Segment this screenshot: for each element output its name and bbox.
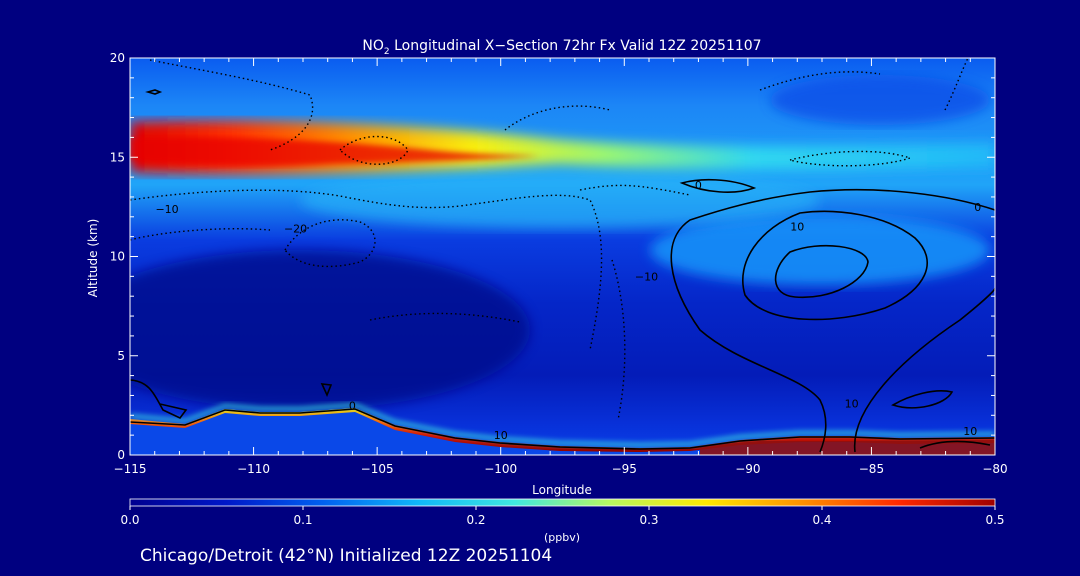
contour-line [149, 59, 314, 151]
y-tick-label: 10 [110, 250, 125, 264]
x-tick-label: −115 [114, 462, 147, 476]
contour-line [338, 135, 409, 165]
contour-line [130, 189, 603, 351]
stratospheric-core [130, 137, 540, 167]
plot-area: −10 −20 −10 0 0 10 10 10 0 10 [130, 58, 995, 455]
contour-label: −20 [284, 223, 307, 236]
contour-line [774, 244, 869, 299]
colorbar-label: (ppbv) [544, 531, 580, 544]
contour-line [679, 178, 757, 193]
contour-line [130, 408, 995, 450]
colorbar-tick-label: 0.5 [985, 513, 1004, 527]
contour-line [611, 259, 626, 421]
contour-label: 0 [349, 399, 356, 412]
colorbar-tick-label: 0.0 [120, 513, 139, 527]
colorbar-tick-label: 0.4 [812, 513, 831, 527]
contour-line [742, 210, 928, 321]
contour-line [891, 390, 954, 409]
contour-line [759, 71, 881, 91]
contour-line [130, 379, 188, 420]
positive-contours [130, 89, 995, 453]
x-tick-label: −100 [484, 462, 517, 476]
contour-label: 10 [963, 425, 977, 438]
x-axis-label: Longitude [532, 483, 592, 497]
x-tick-label: −95 [612, 462, 637, 476]
negative-contours [130, 58, 969, 421]
contour-line [320, 383, 333, 398]
contour-labels: −10 −20 −10 0 0 10 10 10 0 10 [155, 179, 981, 442]
contour-label: 10 [845, 397, 859, 410]
colorbar-tick-label: 0.2 [466, 513, 485, 527]
contour-line [504, 105, 611, 131]
y-axis: 0 5 10 15 20 [110, 51, 995, 462]
contour-label: 0 [974, 201, 981, 214]
y-tick-label: 15 [110, 150, 125, 164]
colorbar-ticks: 0.0 0.1 0.2 0.3 0.4 0.5 [120, 506, 1005, 527]
contour-label: 0 [695, 179, 702, 192]
contour-label: −10 [155, 203, 178, 216]
upper-light-region [300, 172, 820, 228]
contour-line [944, 58, 969, 111]
contour-line [130, 228, 271, 241]
y-tick-label: 20 [110, 51, 125, 65]
contour-line [670, 188, 995, 453]
colorbar-tick-label: 0.3 [639, 513, 658, 527]
top-dark-region [770, 75, 990, 125]
lower-dark-region [130, 250, 530, 410]
contour-label: 10 [790, 221, 804, 234]
contour-line [145, 89, 163, 95]
y-tick-label: 0 [117, 448, 125, 462]
colorbar [129, 498, 996, 507]
colorbar-tick-label: 0.1 [293, 513, 312, 527]
y-tick-label: 5 [117, 349, 125, 363]
x-axis: −115 −110 −105 −100 −95 −90 −85 −80 [114, 58, 1008, 476]
surface-fringe [130, 403, 995, 447]
y-axis-label: Altitude (km) [86, 219, 100, 298]
x-tick-label: −110 [237, 462, 270, 476]
contour-line [789, 150, 913, 167]
footer-caption: Chicago/Detroit (42°N) Initialized 12Z 2… [140, 546, 552, 566]
contour-line [284, 219, 376, 268]
contour-label: −10 [635, 270, 658, 283]
x-tick-label: −105 [361, 462, 394, 476]
contour-label: 10 [494, 429, 508, 442]
contour-line [853, 287, 995, 453]
x-tick-label: −85 [859, 462, 884, 476]
x-tick-label: −90 [735, 462, 760, 476]
contour-line [919, 440, 991, 449]
x-tick-label: −80 [982, 462, 1007, 476]
chart-title: NO2 Longitudinal X−Section 72hr Fx Valid… [362, 38, 761, 57]
mid-light-region [650, 215, 990, 285]
